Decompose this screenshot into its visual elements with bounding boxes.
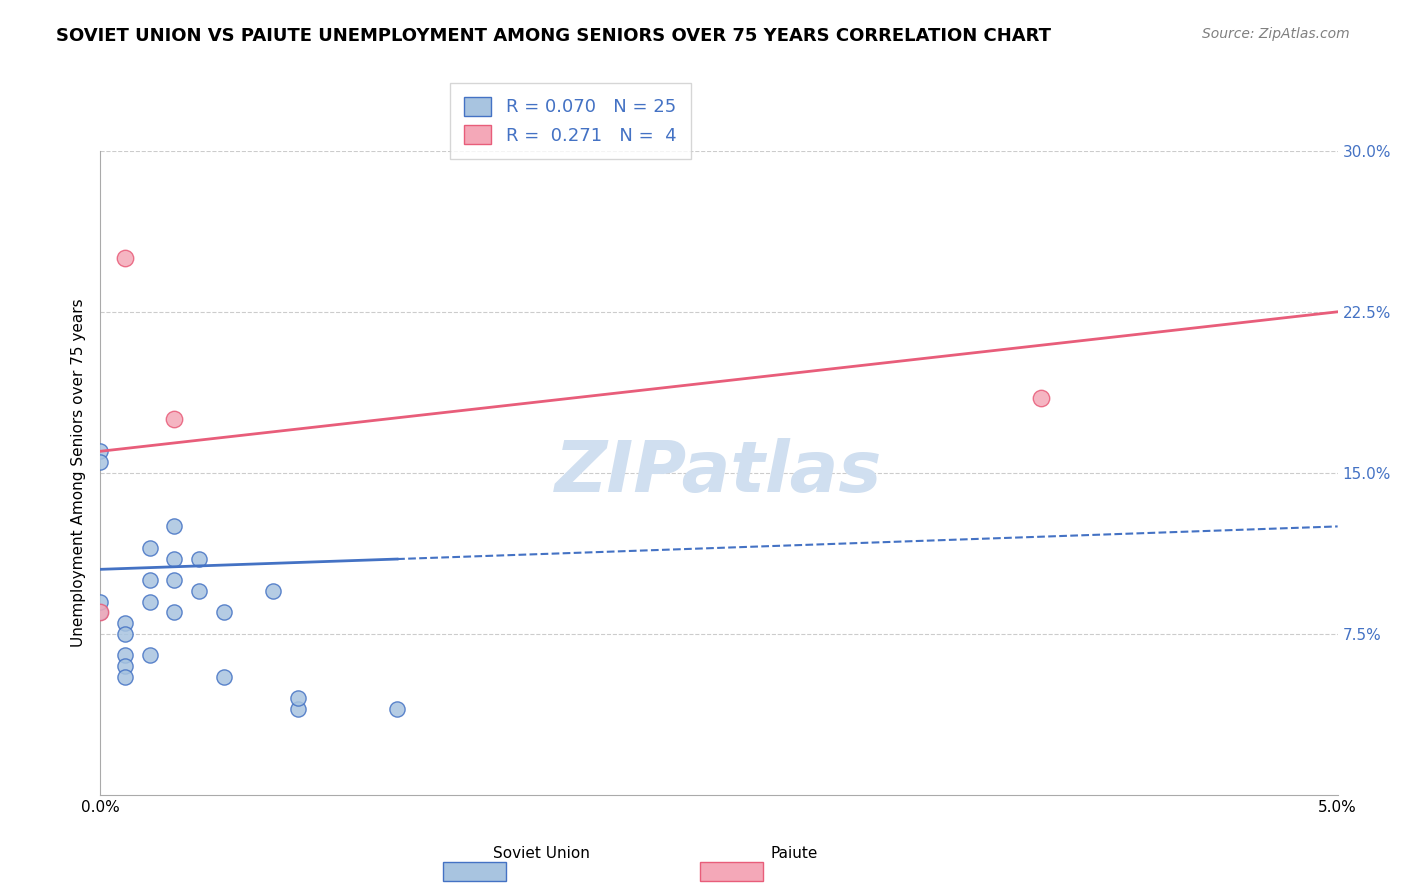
Point <box>262 583 284 598</box>
Point <box>212 670 235 684</box>
Point <box>163 519 186 533</box>
Point <box>114 615 136 630</box>
Point <box>89 605 111 619</box>
Text: SOVIET UNION VS PAIUTE UNEMPLOYMENT AMONG SENIORS OVER 75 YEARS CORRELATION CHAR: SOVIET UNION VS PAIUTE UNEMPLOYMENT AMON… <box>56 27 1052 45</box>
Point <box>114 251 136 265</box>
Text: Soviet Union: Soviet Union <box>494 846 589 861</box>
Point <box>114 648 136 663</box>
Legend: R = 0.070   N = 25, R =  0.271   N =  4: R = 0.070 N = 25, R = 0.271 N = 4 <box>450 83 690 159</box>
Text: Source: ZipAtlas.com: Source: ZipAtlas.com <box>1202 27 1350 41</box>
Point <box>1029 391 1052 405</box>
Point <box>114 626 136 640</box>
Point <box>138 594 160 608</box>
Point <box>163 412 186 426</box>
Point <box>89 605 111 619</box>
Point <box>89 444 111 458</box>
Point <box>163 551 186 566</box>
Point <box>114 670 136 684</box>
Point <box>188 583 211 598</box>
Point <box>212 605 235 619</box>
Point <box>138 648 160 663</box>
Point <box>287 702 309 716</box>
Point <box>114 659 136 673</box>
Text: ZIPatlas: ZIPatlas <box>555 438 883 508</box>
Y-axis label: Unemployment Among Seniors over 75 years: Unemployment Among Seniors over 75 years <box>72 299 86 647</box>
Point <box>89 455 111 469</box>
Point <box>287 691 309 706</box>
Point <box>163 573 186 587</box>
Point <box>138 541 160 555</box>
Point <box>188 551 211 566</box>
Point <box>138 573 160 587</box>
Text: Paiute: Paiute <box>770 846 818 861</box>
Point <box>163 605 186 619</box>
Point <box>385 702 408 716</box>
Point <box>89 594 111 608</box>
